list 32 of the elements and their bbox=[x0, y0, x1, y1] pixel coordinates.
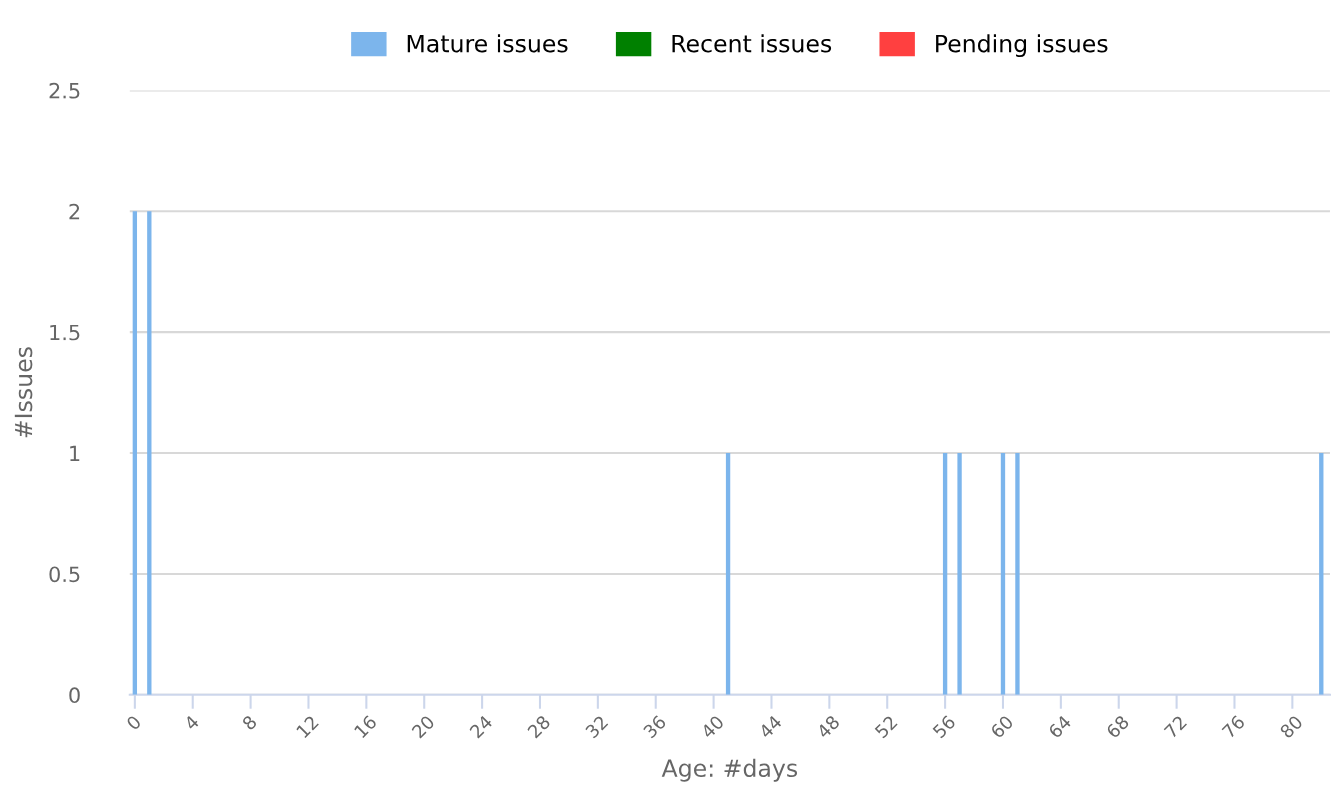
y-tick-label: 1.5 bbox=[50, 324, 80, 341]
x-tick-label: 60 bbox=[989, 714, 1014, 739]
x-tick-label: 8 bbox=[241, 714, 258, 731]
x-tick-label: 48 bbox=[815, 714, 841, 740]
legend-label: Pending issues bbox=[936, 34, 1108, 58]
x-tick-label: 80 bbox=[1279, 714, 1304, 739]
x-tick-label: 16 bbox=[353, 714, 378, 739]
x-tick-label: 52 bbox=[874, 715, 898, 739]
x-tick-label: 64 bbox=[1047, 714, 1072, 739]
x-tick-label: 36 bbox=[642, 714, 667, 739]
x-axis-title: Age: #days bbox=[661, 758, 798, 782]
x-tick-label: 72 bbox=[1163, 715, 1187, 739]
x-tick-label: 44 bbox=[758, 714, 783, 739]
y-tick-label: 0.5 bbox=[49, 566, 80, 583]
y-tick-label: 1 bbox=[70, 445, 80, 461]
x-tick-label: 32 bbox=[584, 715, 609, 739]
x-tick-label: 68 bbox=[1105, 714, 1130, 739]
y-tick-label: 2 bbox=[69, 203, 80, 220]
x-tick-label: 4 bbox=[183, 714, 200, 731]
x-tick-label: 24 bbox=[468, 714, 494, 739]
y-tick-label: 0 bbox=[69, 687, 80, 704]
x-tick-label: 0 bbox=[125, 714, 142, 731]
y-axis-title: #Issues bbox=[14, 347, 33, 438]
x-tick-label: 56 bbox=[932, 714, 957, 739]
x-tick-label: 40 bbox=[700, 714, 725, 740]
legend-label: Recent issues bbox=[672, 34, 832, 53]
x-tick-label: 20 bbox=[411, 714, 436, 739]
x-tick-label: 12 bbox=[295, 715, 319, 739]
legend-label: Mature issues bbox=[407, 34, 568, 53]
y-tick-label: 2.5 bbox=[49, 82, 80, 99]
x-tick-label: 28 bbox=[526, 714, 551, 739]
x-tick-label: 76 bbox=[1221, 714, 1246, 739]
